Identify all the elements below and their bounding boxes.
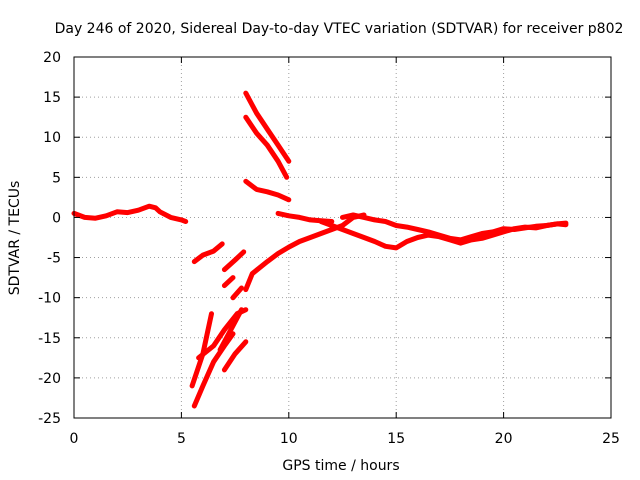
y-tick-labels: -25 -20 -15 -10 -5 0 5 10 15 20 (38, 50, 61, 427)
plot-frame (73, 56, 612, 419)
y-tick-label: -25 (38, 411, 61, 427)
y-tick-label: 15 (43, 90, 61, 106)
series-line-track-5 (230, 285, 244, 301)
series-line-track-1 (71, 203, 189, 224)
x-axis-title: GPS time / hours (282, 458, 399, 474)
y-axis-title: SDTVAR / TECUs (7, 181, 23, 296)
x-tick-label: 15 (387, 431, 405, 447)
x-tick-label: 0 (70, 431, 79, 447)
series-line-track-4 (221, 275, 236, 289)
chart-title: Day 246 of 2020, Sidereal Day-to-day VTE… (55, 21, 624, 37)
x-tick-label: 10 (280, 431, 298, 447)
series-line-track-3 (221, 249, 247, 273)
x-tick-label: 5 (177, 431, 186, 447)
series-line-track-14 (243, 178, 292, 203)
series-line-track-17 (340, 212, 569, 243)
series-line-track-6 (243, 212, 367, 293)
x-tick-label: 25 (602, 431, 620, 447)
y-tick-label: 10 (43, 130, 61, 146)
y-tick-label: -15 (38, 331, 61, 347)
x-tick-labels: 0 5 10 15 20 25 (70, 431, 620, 447)
y-tick-label: -20 (38, 371, 61, 387)
series-group (71, 90, 569, 409)
series-line-track-13 (243, 114, 290, 180)
x-tick-label: 20 (495, 431, 513, 447)
series-line-track-7 (191, 331, 236, 409)
series-line-track-2 (191, 241, 225, 265)
tick-marks (73, 56, 612, 419)
grid (74, 57, 611, 418)
y-tick-label: 0 (52, 210, 61, 226)
series-line-track-11 (221, 339, 249, 373)
series-line-track-10 (217, 307, 244, 353)
y-tick-label: 20 (43, 50, 61, 66)
y-tick-label: -10 (38, 291, 61, 307)
y-tick-label: -5 (47, 251, 61, 267)
y-tick-label: 5 (52, 170, 61, 186)
series-line-track-12 (243, 90, 292, 164)
